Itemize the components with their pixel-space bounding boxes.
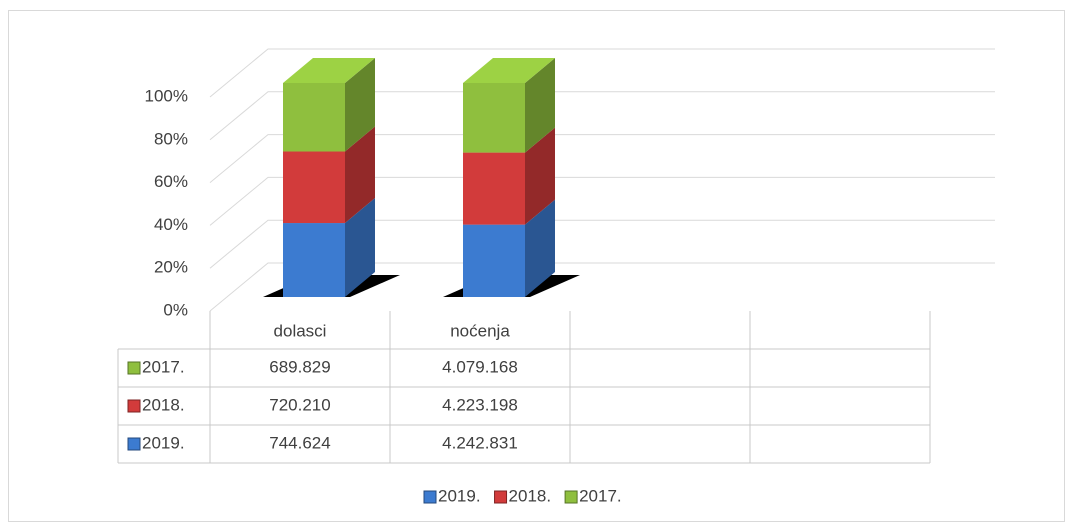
legend-swatch xyxy=(423,490,437,504)
grid-line xyxy=(209,262,995,312)
bar-segment xyxy=(283,126,375,224)
y-tick-label: 100% xyxy=(145,86,188,105)
bar-side xyxy=(525,199,555,297)
bar-side xyxy=(345,126,375,224)
bar-side xyxy=(345,58,375,152)
legend-label: 2017. xyxy=(579,486,622,505)
table-cell: 720.210 xyxy=(269,395,330,414)
bar-front xyxy=(463,152,525,225)
legend-label: 2018. xyxy=(509,486,552,505)
bar-segment xyxy=(463,199,555,297)
grid-line xyxy=(209,176,995,226)
table-row-label: 2017. xyxy=(142,357,185,376)
table-header: dolasci xyxy=(274,321,327,340)
y-tick-label: 40% xyxy=(154,215,188,234)
bar-side xyxy=(525,127,555,225)
bar-front xyxy=(283,223,345,297)
y-tick-label: 60% xyxy=(154,172,188,191)
table-row-label: 2019. xyxy=(142,433,185,452)
bar-front xyxy=(463,83,525,153)
table-cell: 4.079.168 xyxy=(442,357,518,376)
table-row-label: 2018. xyxy=(142,395,185,414)
bar-side xyxy=(345,198,375,297)
grid-line xyxy=(209,134,995,183)
legend-swatch xyxy=(564,490,578,504)
table-header: noćenja xyxy=(450,321,510,340)
table-cell: 4.223.198 xyxy=(442,395,518,414)
grid-line xyxy=(209,48,995,98)
legend-swatch xyxy=(127,361,141,375)
bar-segment xyxy=(283,198,375,297)
y-tick-label: 80% xyxy=(154,129,188,148)
bar-segment xyxy=(283,58,375,152)
bar-front xyxy=(463,224,525,297)
y-tick-label: 0% xyxy=(163,300,188,319)
legend-swatch xyxy=(127,399,141,413)
bar-side xyxy=(525,58,555,153)
bar-segment xyxy=(463,58,555,153)
bar-top xyxy=(463,58,555,83)
legend-swatch xyxy=(127,437,141,451)
bar-front xyxy=(283,151,345,224)
legend-label: 2019. xyxy=(438,486,481,505)
grid-line xyxy=(209,219,995,269)
bar-segment xyxy=(463,127,555,225)
bar-front xyxy=(283,83,345,152)
bar-top xyxy=(283,58,375,83)
table-cell: 744.624 xyxy=(269,433,330,452)
table-cell: 689.829 xyxy=(269,357,330,376)
table-cell: 4.242.831 xyxy=(442,433,518,452)
y-tick-label: 20% xyxy=(154,258,188,277)
legend-swatch xyxy=(494,490,508,504)
grid-line xyxy=(209,91,995,141)
